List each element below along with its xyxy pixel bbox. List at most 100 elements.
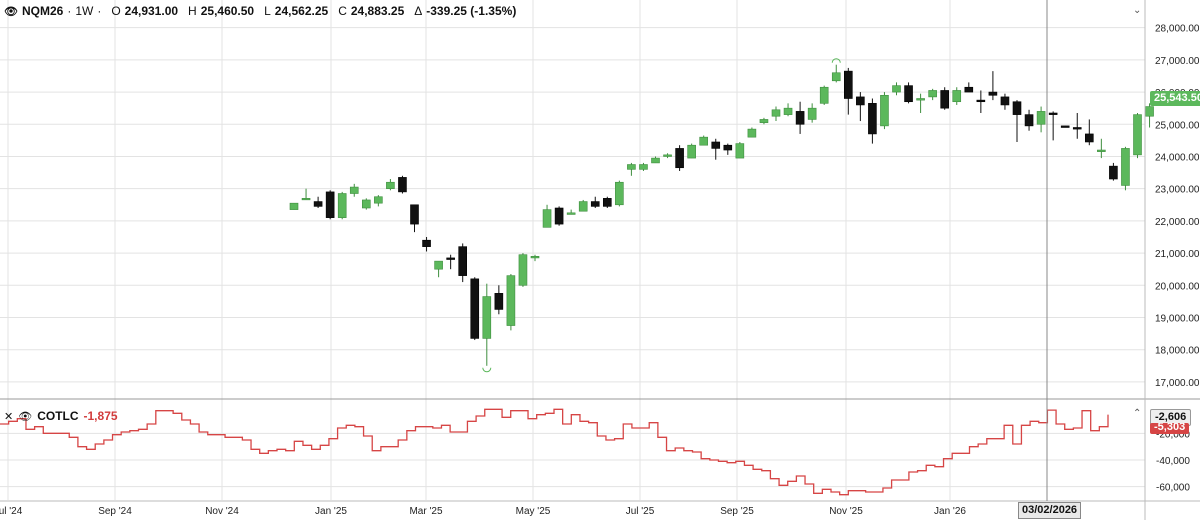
candle-body	[494, 293, 504, 310]
candle-body	[578, 201, 588, 212]
candle-body	[1024, 114, 1034, 127]
candle-body	[868, 103, 877, 135]
candle-body	[759, 119, 769, 123]
candles	[289, 58, 1154, 373]
time-tick-label: May '25	[516, 506, 551, 517]
price-badge: 25,543.50	[1150, 91, 1200, 106]
grid	[0, 0, 1145, 500]
chevron-up-icon[interactable]: ⌃	[1133, 408, 1142, 419]
candle-body	[819, 86, 829, 104]
candle-body	[470, 278, 480, 339]
cot-tick-label: -40,000	[1156, 456, 1190, 467]
price-tick-label: 21,000.00	[1155, 249, 1200, 260]
candle-body	[325, 191, 335, 218]
price-tick-label: 22,000.00	[1155, 217, 1200, 228]
price-tick-label: 23,000.00	[1155, 185, 1200, 196]
candle-body	[807, 107, 817, 120]
candle-body	[434, 260, 443, 270]
candle-body	[651, 157, 660, 164]
candle-body	[1072, 127, 1082, 130]
close-icon[interactable]: ✕	[4, 410, 14, 423]
change-label: Δ	[414, 4, 423, 18]
low-value: 24,562.25	[274, 4, 329, 18]
candle-body	[386, 181, 395, 189]
cot-tick-label: -60,000	[1156, 483, 1190, 494]
time-tick-label: Jan '26	[934, 506, 966, 517]
price-tick-label: 19,000.00	[1155, 313, 1200, 324]
candle-body	[1097, 149, 1106, 152]
candle-body	[398, 177, 407, 193]
cot-series-line	[0, 408, 1109, 496]
candle-body	[506, 275, 516, 326]
price-header: 👁 NQM26 · 1W · O 24,931.00 H 25,460.50 L…	[4, 3, 516, 19]
indicator-name[interactable]: COTLC	[37, 409, 79, 423]
high-label: H	[188, 4, 197, 18]
indicator-header: ✕ 👁 COTLC -1,875	[4, 408, 118, 424]
eye-icon[interactable]: 👁	[4, 5, 18, 18]
candle-body	[711, 141, 721, 149]
time-tick-label: Mar '25	[409, 506, 442, 517]
candle-body	[1133, 114, 1142, 156]
eye-icon[interactable]: 👁	[18, 410, 33, 423]
price-tick-label: 20,000.00	[1155, 281, 1200, 292]
low-label: L	[264, 4, 271, 18]
candle-body	[518, 254, 528, 286]
candle-body	[880, 94, 889, 127]
candle-body	[337, 193, 347, 218]
candle-body	[988, 91, 998, 96]
price-tick-label: 18,000.00	[1155, 346, 1200, 357]
candle-body	[976, 99, 986, 103]
time-tick-label: Jan '25	[315, 506, 347, 517]
candle-body	[1085, 133, 1094, 143]
price-tick-label: 28,000.00	[1155, 24, 1200, 35]
candle-body	[1060, 125, 1070, 128]
candle-body	[699, 136, 709, 146]
candle-body	[1000, 96, 1010, 106]
price-tick-label: 25,000.00	[1155, 120, 1200, 131]
open-value: 24,931.00	[124, 4, 179, 18]
candle-body	[795, 111, 805, 125]
candle-body	[313, 201, 323, 207]
price-tick-label: 24,000.00	[1155, 152, 1200, 163]
interval-sep: ·	[67, 4, 72, 18]
candle-body	[843, 70, 853, 99]
interval-sep-2: ·	[97, 4, 102, 18]
low-marker	[482, 367, 492, 373]
candle-body	[831, 72, 841, 82]
candle-body	[446, 257, 455, 260]
chevron-down-icon[interactable]: ⌄	[1133, 5, 1142, 16]
candle-body	[301, 198, 311, 201]
candle-body	[349, 186, 359, 194]
candle-body	[1109, 165, 1118, 180]
close-label: C	[338, 4, 347, 18]
candle-body	[361, 199, 371, 209]
candle-body	[1048, 112, 1058, 115]
candle-body	[904, 85, 913, 103]
cot-tick-label: -20,000	[1156, 429, 1190, 440]
candle-body	[723, 144, 733, 151]
crosshair-date: 03/02/2026	[1018, 502, 1082, 519]
interval[interactable]: 1W	[75, 4, 94, 18]
candle-body	[771, 109, 781, 117]
cot-hidden-badge: -5,303	[1150, 423, 1190, 434]
candle-body	[856, 96, 865, 106]
candle-body	[602, 198, 612, 207]
time-tick-label: Nov '24	[205, 506, 239, 517]
candle-body	[627, 164, 636, 170]
candle-body	[663, 154, 672, 157]
candle-body	[289, 202, 299, 210]
candle-body	[952, 90, 962, 103]
candle-body	[542, 209, 552, 228]
candle-body	[1145, 106, 1154, 117]
candle-body	[615, 181, 624, 206]
candle-body	[747, 128, 757, 138]
time-tick-label: Sep '24	[98, 506, 132, 517]
price-tick-label: 17,000.00	[1155, 378, 1200, 389]
candle-body	[916, 98, 925, 101]
symbol[interactable]: NQM26	[21, 4, 64, 18]
candle-body	[1121, 148, 1130, 186]
candle-body	[687, 144, 696, 159]
candle-body	[422, 239, 431, 247]
